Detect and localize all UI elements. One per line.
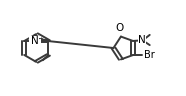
Text: N: N (138, 35, 146, 46)
Text: Br: Br (144, 50, 155, 60)
Text: N: N (31, 36, 38, 46)
Text: Br: Br (30, 36, 40, 46)
Text: O: O (116, 23, 124, 33)
